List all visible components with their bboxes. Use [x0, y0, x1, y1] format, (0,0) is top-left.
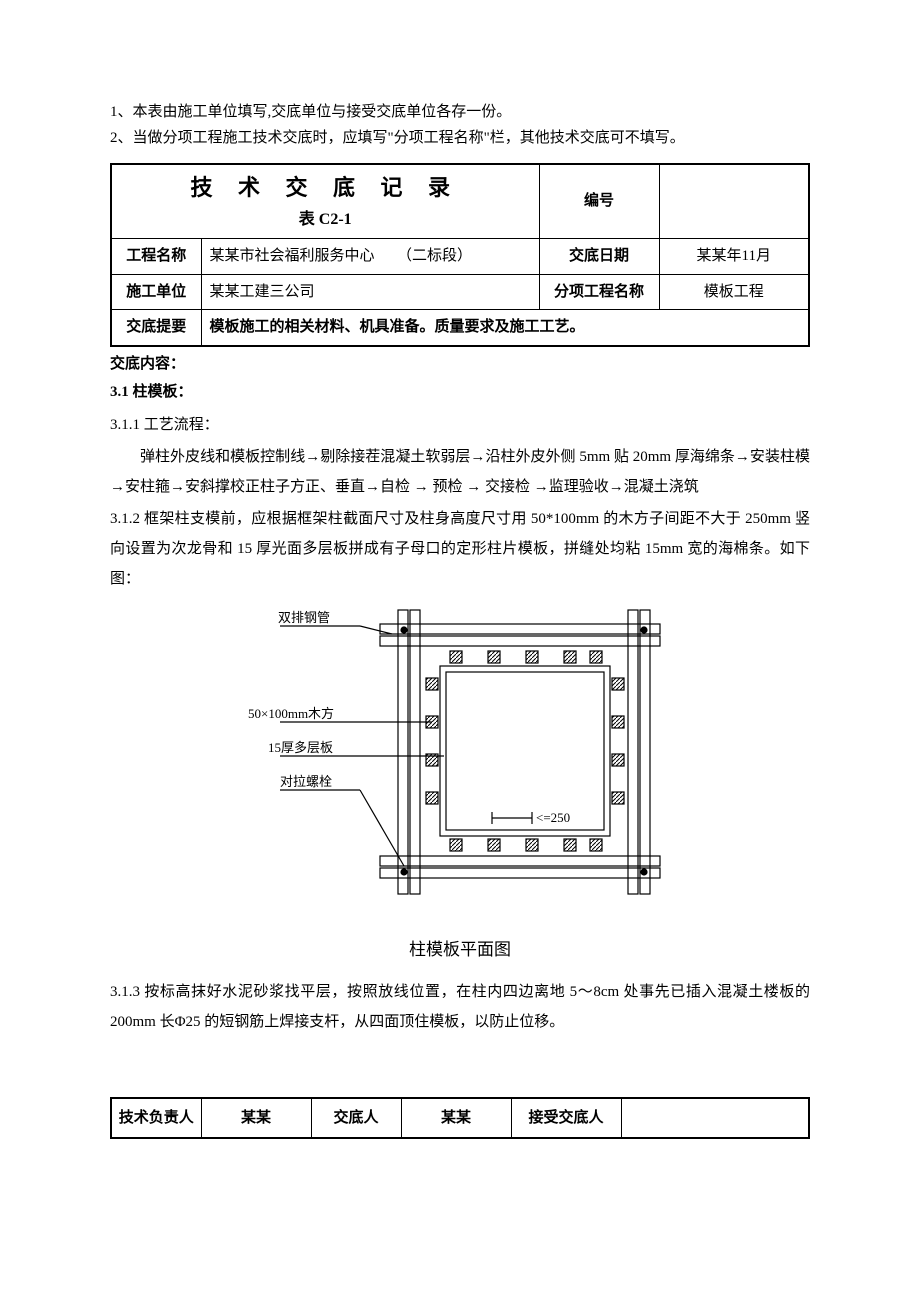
date-label: 交底日期 — [539, 239, 659, 275]
section-3-1-1-title: 3.1.1 工艺流程： — [110, 410, 810, 440]
title-cell: 技 术 交 底 记 录 表 C2-1 — [111, 164, 539, 239]
summary-value: 模板施工的相关材料、机具准备。质量要求及施工工艺。 — [201, 310, 809, 346]
tech-lead-label: 技术负责人 — [111, 1098, 201, 1139]
section-3-1-2: 3.1.2 框架柱支模前，应根据框架柱截面尺寸及柱身高度尺寸用 50*100mm… — [110, 504, 810, 594]
doc-subtitle: 表 C2-1 — [120, 208, 531, 232]
footer-table: 技术负责人 某某 交底人 某某 接受交底人 — [110, 1097, 810, 1140]
disclose-label: 交底人 — [311, 1098, 401, 1139]
summary-label: 交底提要 — [111, 310, 201, 346]
diagram-label-board: 15厚多层板 — [268, 740, 333, 755]
project-label: 工程名称 — [111, 239, 201, 275]
project-value: 某某市社会福利服务中心 （二标段） — [201, 239, 539, 275]
diagram-label-top: 双排钢管 — [278, 610, 330, 625]
diagram-label-bolt: 对拉螺栓 — [280, 774, 332, 789]
receive-label: 接受交底人 — [511, 1098, 621, 1139]
subproj-label: 分项工程名称 — [539, 274, 659, 310]
diagram-label-wood: 50×100mm木方 — [248, 706, 334, 721]
column-formwork-diagram: 双排钢管 50×100mm木方 15厚多层板 对拉螺栓 <=250 — [240, 606, 680, 926]
disclose-value: 某某 — [401, 1098, 511, 1139]
diagram-label-spacing: <=250 — [536, 810, 570, 825]
number-label: 编号 — [539, 164, 659, 239]
tech-lead-value: 某某 — [201, 1098, 311, 1139]
header-table: 技 术 交 底 记 录 表 C2-1 编号 工程名称 某某市社会福利服务中心 （… — [110, 163, 810, 347]
diagram-caption: 柱模板平面图 — [110, 937, 810, 963]
unit-label: 施工单位 — [111, 274, 201, 310]
doc-title: 技 术 交 底 记 录 — [120, 171, 531, 204]
content-block: 交底内容： 3.1 柱模板： 3.1.1 工艺流程： 弹柱外皮线和模板控制线→剔… — [110, 353, 810, 1037]
content-heading: 交底内容： — [110, 353, 810, 376]
diagram-wrap: 双排钢管 50×100mm木方 15厚多层板 对拉螺栓 <=250 柱模板平面图 — [110, 606, 810, 963]
note-line-1: 1、本表由施工单位填写,交底单位与接受交底单位各存一份。 — [110, 100, 810, 126]
date-value: 某某年11月 — [659, 239, 809, 275]
unit-value: 某某工建三公司 — [201, 274, 539, 310]
notes-block: 1、本表由施工单位填写,交底单位与接受交底单位各存一份。 2、当做分项工程施工技… — [110, 100, 810, 151]
subproj-value: 模板工程 — [659, 274, 809, 310]
number-value — [659, 164, 809, 239]
section-3-1-3: 3.1.3 按标高抹好水泥砂浆找平层，按照放线位置，在柱内四边离地 5～8cm … — [110, 977, 810, 1037]
receive-value — [621, 1098, 809, 1139]
section-3-1: 3.1 柱模板： — [110, 381, 810, 404]
note-line-2: 2、当做分项工程施工技术交底时，应填写"分项工程名称"栏，其他技术交底可不填写。 — [110, 126, 810, 152]
section-3-1-1-body: 弹柱外皮线和模板控制线→剔除接茬混凝土软弱层→沿柱外皮外侧 5mm 贴 20mm… — [110, 442, 810, 502]
